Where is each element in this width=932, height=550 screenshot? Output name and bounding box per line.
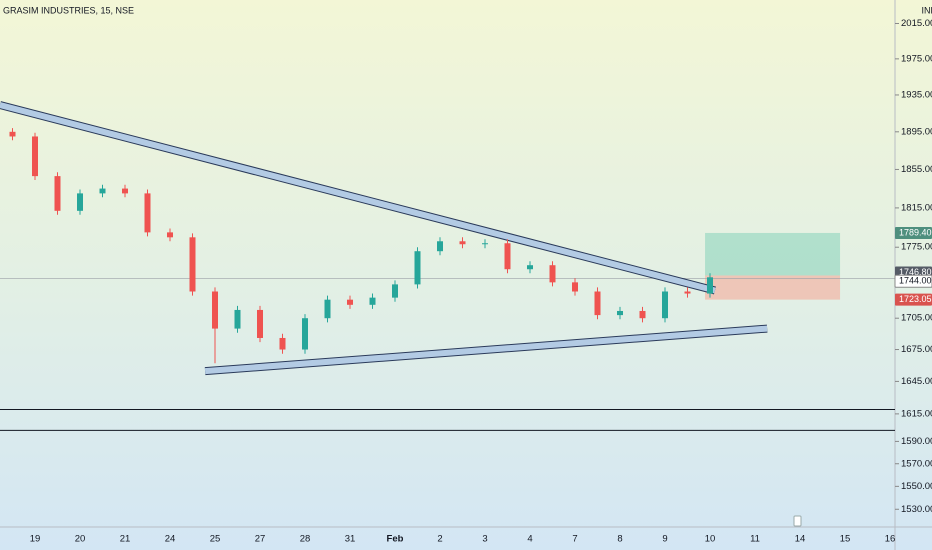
- candle-body: [32, 136, 38, 177]
- candle-body: [234, 309, 241, 329]
- currency: INR: [922, 5, 932, 15]
- x-tick-label: 8: [617, 534, 622, 545]
- candle-body: [99, 188, 106, 194]
- candle-body: [459, 241, 466, 245]
- candle-body: [279, 337, 286, 350]
- candle-body: [77, 193, 83, 211]
- x-tick-label: 21: [120, 534, 131, 545]
- y-tick-label: 1855.00: [901, 164, 932, 175]
- x-tick-label: 19: [30, 534, 41, 545]
- price-label-box: [894, 274, 932, 288]
- candle-body: [707, 277, 713, 294]
- candle-body: [9, 131, 16, 137]
- y-tick-label: 1815.00: [901, 202, 932, 213]
- candle-body: [684, 291, 691, 294]
- x-tick-label: 25: [210, 534, 221, 545]
- y-tick-label: 1975.00: [901, 53, 932, 64]
- candle-body: [392, 284, 398, 298]
- candle-body: [189, 237, 196, 292]
- candle-body: [257, 309, 263, 338]
- y-tick-label: 2015.00: [901, 18, 932, 29]
- y-tick-label: 1895.00: [901, 126, 932, 137]
- y-tick-label: 1935.00: [901, 89, 932, 100]
- trendline: [0, 102, 716, 294]
- y-tick-label: 1645.00: [901, 376, 932, 387]
- trendline: [204, 325, 768, 375]
- candle-body: [369, 297, 376, 305]
- y-tick-label: 1590.00: [901, 436, 932, 447]
- price-label-box: [895, 226, 932, 239]
- target-zone: [705, 232, 841, 276]
- candle-body: [639, 310, 646, 319]
- y-tick-label: 1570.00: [901, 458, 932, 469]
- x-tick-label: 7: [572, 534, 577, 545]
- price-label: 1744.00: [899, 276, 932, 286]
- x-tick-label: Feb: [387, 534, 404, 545]
- price-label-box: [895, 293, 932, 306]
- candle-body: [437, 241, 443, 252]
- x-tick-label: 31: [345, 534, 356, 545]
- y-tick-label: 1550.00: [901, 481, 932, 492]
- x-tick-label: 27: [255, 534, 266, 545]
- candle-body: [54, 176, 61, 211]
- x-tick-label: 20: [75, 534, 86, 545]
- candle-body: [527, 265, 533, 270]
- scroll-button[interactable]: [793, 515, 802, 527]
- candle-body: [617, 310, 623, 316]
- candle-body: [572, 282, 578, 292]
- plot: [0, 101, 895, 431]
- x-tick-label: 2: [437, 534, 442, 545]
- x-tick-label: 15: [840, 534, 851, 545]
- x-tick-label: 9: [662, 534, 667, 545]
- x-tick-label: 16: [885, 534, 896, 545]
- y-tick-label: 1615.00: [901, 408, 932, 419]
- x-tick-label: 4: [527, 534, 532, 545]
- x-tick-label: 11: [750, 534, 760, 545]
- candle-body: [347, 299, 353, 305]
- candle-body: [212, 291, 218, 329]
- candle-body: [302, 318, 308, 350]
- price-label: 1789.40: [899, 227, 932, 237]
- price-label: 1746.80: [899, 267, 932, 277]
- chart-title: GRASIM INDUSTRIES, 15, NSE: [3, 5, 134, 15]
- candle-body: [482, 243, 488, 245]
- y-tick-label: 1775.00: [901, 242, 932, 253]
- price-label: 1723.05: [899, 294, 932, 304]
- candle-body: [594, 291, 601, 316]
- candle-body: [144, 193, 151, 233]
- x-tick-label: 3: [482, 534, 487, 545]
- candle-body: [504, 243, 511, 270]
- x-tick-label: 28: [300, 534, 311, 545]
- stop-zone: [705, 275, 841, 300]
- y-tick-label: 1705.00: [901, 313, 932, 324]
- x-tick-label: 24: [165, 534, 176, 545]
- candle-body: [414, 251, 421, 285]
- x-tick-label: 10: [705, 534, 716, 545]
- candle-body: [549, 265, 556, 283]
- candle-body: [122, 188, 128, 194]
- x-tick-label: 14: [795, 534, 806, 545]
- candle-body: [324, 299, 331, 319]
- candle-body: [167, 232, 173, 238]
- y-tick-label: 1675.00: [901, 344, 932, 355]
- y-tick-label: 1530.00: [901, 504, 932, 515]
- candle-body: [662, 291, 668, 319]
